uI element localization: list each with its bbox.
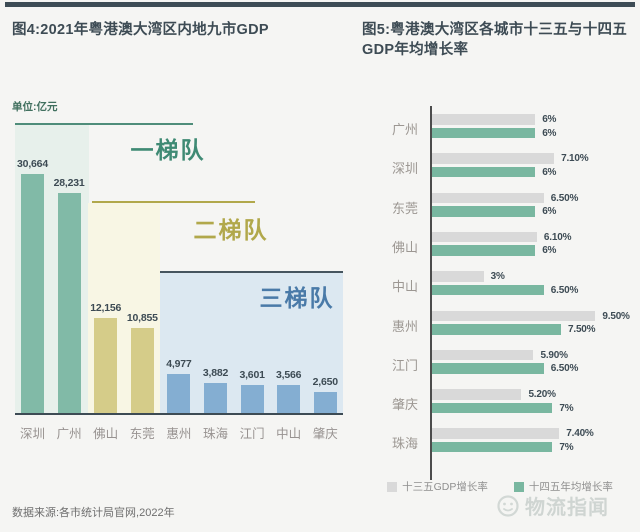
row-广州-series-1-value: 6%: [542, 114, 557, 125]
bar-value-广州: 28,231: [53, 177, 85, 189]
row-肇庆-series-1-bar: [432, 389, 522, 400]
tier-line-2: [92, 201, 255, 203]
row-广州-series-2-value: 6%: [542, 127, 557, 139]
row-label-肇庆: 肇庆: [391, 397, 418, 413]
watermark-smiley-icon: [497, 494, 519, 517]
bar-深圳: [21, 174, 44, 413]
watermark-text: 物流指闻: [525, 495, 609, 519]
bar-value-佛山: 12,156: [90, 302, 122, 314]
row-惠州-series-1-value: 9.50%: [602, 310, 630, 322]
row-label-深圳: 深圳: [391, 161, 418, 177]
figure4-title: 图4:2021年粤港澳大湾区内地九市GDP: [12, 22, 269, 38]
row-广州-series-2-bar: [432, 127, 536, 138]
row-东莞-series-1-value: 6.50%: [550, 192, 579, 204]
figure5-legend: 十三五GDP增长率 十四五年均增长率: [360, 479, 640, 494]
figure4-bar-chart: 一梯队二梯队三梯队 30,664 28,231 12,156 10,855 4,977 3,…: [15, 115, 343, 450]
figure5-title: 图5:粤港澳大湾区各城市十三五与十四五GDP年均增长率: [362, 22, 628, 59]
row-惠州-series-2-value: 7.50%: [568, 324, 596, 335]
category-label-肇庆: 肇庆: [312, 427, 338, 441]
row-label-广州: 广州: [391, 122, 418, 137]
top-accent-rule: [5, 2, 635, 7]
bar-佛山: [94, 318, 118, 413]
row-珠海-series-2-value: 7%: [559, 441, 574, 453]
row-东莞-series-2-bar: [432, 206, 536, 217]
bar-肇庆: [313, 392, 337, 413]
row-江门-series-2-value: 6.50%: [550, 363, 579, 375]
tier-label-2: 二梯队: [193, 217, 269, 244]
row-江门-series-1-value: 5.90%: [540, 349, 568, 361]
row-珠海-series-1-bar: [432, 428, 560, 439]
row-佛山-series-1-bar: [432, 231, 537, 243]
row-中山-series-1-value: 3%: [490, 271, 505, 283]
bar-value-深圳: 30,664: [17, 158, 48, 170]
row-肇庆-series-1-value: 5.20%: [528, 389, 556, 401]
bar-广州: [57, 193, 81, 413]
figure4-plot-area: 一梯队二梯队三梯队 30,664 28,231 12,156 10,855 4,977 3,…: [15, 115, 343, 415]
legend-label-2: 十四五年均增长率: [528, 481, 613, 493]
tier-line-3: [160, 271, 343, 273]
bar-value-肇庆: 2,650: [312, 376, 338, 388]
legend-item-1: 十三五GDP增长率: [387, 479, 488, 494]
bar-value-珠海: 3,882: [202, 367, 229, 379]
row-中山-series-2-bar: [432, 284, 544, 296]
row-惠州-series-1-bar: [432, 310, 596, 321]
row-江门-series-2-bar: [432, 363, 544, 374]
tier-label-1: 一梯队: [130, 137, 206, 164]
tier-label-3: 三梯队: [259, 285, 335, 312]
row-肇庆-series-2-bar: [432, 402, 553, 414]
row-东莞-series-2-value: 6%: [542, 206, 557, 218]
row-label-江门: 江门: [391, 357, 418, 373]
bar-value-东莞: 10,855: [126, 312, 158, 324]
row-佛山-series-1-value: 6.10%: [543, 231, 572, 243]
bar-value-惠州: 4,977: [166, 358, 192, 370]
legend-swatch-2: [513, 481, 524, 492]
bar-中山: [277, 385, 301, 413]
tier-line-1: [15, 123, 193, 125]
category-label-广州: 广州: [56, 427, 82, 441]
category-label-中山: 中山: [276, 427, 302, 441]
row-label-中山: 中山: [391, 279, 418, 295]
row-肇庆-series-2-value: 7%: [559, 402, 574, 414]
figure4-unit-label: 单位:亿元: [12, 101, 58, 113]
bar-value-中山: 3,566: [276, 369, 302, 381]
row-珠海-series-1-value: 7.40%: [566, 428, 594, 440]
legend-swatch-1: [387, 481, 398, 492]
row-惠州-series-2-bar: [432, 324, 561, 335]
data-source-note: 数据来源:各市统计局官网,2022年: [12, 507, 175, 519]
figure5-axis-line: [430, 106, 432, 480]
legend-label-1: 十三五GDP增长率: [402, 481, 488, 493]
row-深圳-series-1-value: 7.10%: [561, 153, 589, 165]
bar-珠海: [204, 383, 227, 413]
bar-江门: [240, 385, 264, 413]
category-label-深圳: 深圳: [19, 427, 46, 441]
row-深圳-series-1-bar: [432, 153, 555, 164]
row-中山-series-2-value: 6.50%: [550, 284, 579, 296]
row-江门-series-1-bar: [432, 349, 534, 361]
bar-惠州: [167, 374, 191, 413]
row-深圳-series-2-value: 6%: [542, 166, 557, 178]
row-深圳-series-2-bar: [432, 166, 536, 178]
category-label-江门: 江门: [239, 427, 265, 441]
row-label-佛山: 佛山: [391, 239, 418, 255]
category-label-佛山: 佛山: [93, 427, 119, 441]
legend-item-2: 十四五年均增长率: [513, 479, 613, 494]
category-label-珠海: 珠海: [202, 427, 229, 441]
row-中山-series-1-bar: [432, 271, 484, 282]
bar-value-江门: 3,601: [239, 369, 265, 381]
watermark: 物流指闻: [495, 491, 609, 520]
row-label-珠海: 珠海: [391, 436, 418, 452]
category-label-惠州: 惠州: [166, 427, 192, 441]
row-广州-series-1-bar: [432, 114, 536, 125]
bar-东莞: [130, 328, 154, 413]
row-珠海-series-2-bar: [432, 441, 553, 453]
row-label-惠州: 惠州: [391, 318, 418, 334]
row-佛山-series-2-bar: [432, 245, 536, 256]
category-label-东莞: 东莞: [129, 427, 155, 441]
figure5-bar-chart: 广州 6% 6% 深圳 7.10% 6% 东莞 6.50% 6% 佛山 6.10% 6% 中山 3% 6.5…: [360, 100, 640, 490]
row-label-东莞: 东莞: [391, 200, 418, 216]
row-佛山-series-2-value: 6%: [542, 245, 557, 257]
row-东莞-series-1-bar: [432, 192, 544, 204]
